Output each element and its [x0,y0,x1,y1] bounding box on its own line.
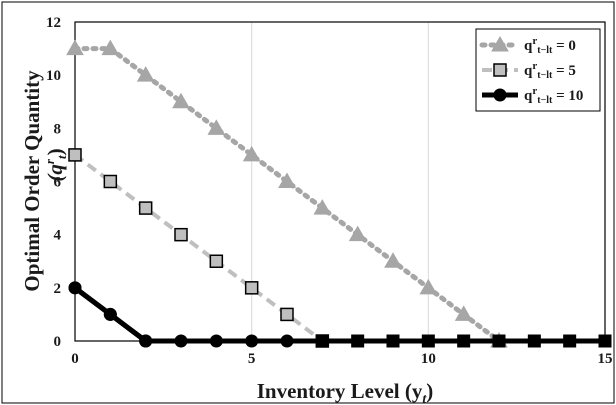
data-point [244,281,259,295]
y-tick-label: 8 [54,121,62,137]
series-2-baseline [68,281,612,348]
series-group [66,39,612,348]
y-tick-label: 0 [54,334,62,350]
data-point [598,334,612,348]
x-tick-label: 10 [421,351,436,367]
y-tick-label: 4 [54,228,62,244]
y-axis-title: Optimal Order Quantity [20,70,44,292]
x-tick-label: 0 [71,351,79,367]
data-point [313,199,332,215]
y-tick-label: 2 [54,281,62,297]
data-point [209,334,223,348]
data-point [278,172,296,188]
data-point [172,92,190,109]
legend-marker [493,63,507,77]
series-line [72,46,502,344]
data-point [384,252,402,268]
data-point [68,148,82,162]
data-point [138,201,153,215]
data-point [280,307,294,322]
data-point [457,334,471,348]
data-point [386,334,400,348]
legend-marker [493,88,507,102]
data-point [315,334,329,348]
data-point [280,334,294,348]
data-point [492,334,506,348]
data-point [419,278,438,295]
legend-marker [491,35,509,52]
y-tick-label: 6 [54,175,62,191]
y-tick-label: 10 [46,68,61,84]
data-point [207,119,226,135]
data-point [68,281,82,295]
legend-label: qrt−lt = 0 [524,35,576,56]
data-point [174,334,188,348]
data-point [136,66,155,82]
y-tick-label: 12 [46,15,61,31]
data-point [139,334,153,348]
series-1 [68,148,330,348]
data-point [242,145,261,162]
data-point [101,39,120,56]
data-point [209,254,224,268]
data-point [454,305,473,321]
x-tick-label: 15 [598,351,613,367]
data-point [66,39,84,56]
data-point [103,307,117,321]
data-point [245,334,259,348]
series-0 [66,39,508,348]
data-point [174,227,188,242]
data-point [527,334,541,348]
legend: qrt−lt = 0 qrt−lt = 5 qrt−lt = 10 [475,28,601,112]
legend-label: qrt−lt = 10 [524,85,583,106]
data-point [348,225,367,242]
data-point [351,334,365,348]
data-point [103,174,118,189]
x-axis-title: Inventory Level (yt) [257,379,434,405]
x-tick-label: 5 [248,351,256,367]
y-axis-variable: (qrt) [42,148,69,181]
legend-label: qrt−lt = 5 [524,60,576,81]
data-point [421,334,435,348]
series-line [73,285,605,344]
tick-labels: 0 5 10 15 0 2 4 6 8 10 12 [46,15,613,367]
data-point [563,334,577,348]
